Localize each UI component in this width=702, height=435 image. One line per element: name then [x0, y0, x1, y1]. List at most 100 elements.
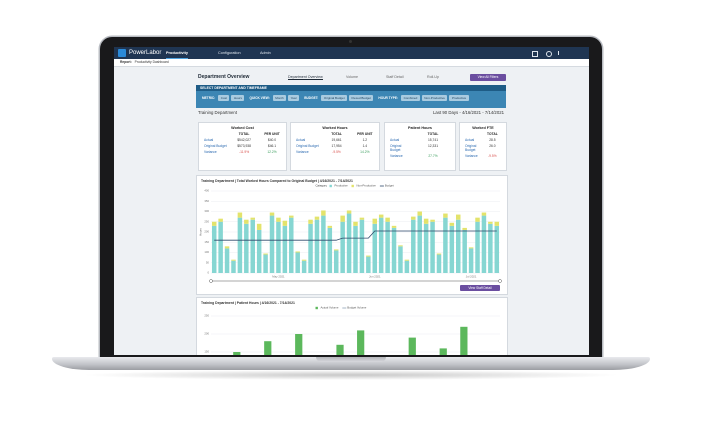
card-row: Actual $542,027 $40.0: [199, 138, 286, 142]
card-header-row: TOTAL: [460, 132, 506, 136]
bar: [244, 219, 249, 224]
bar: [378, 217, 384, 273]
slider-handle: [498, 279, 502, 283]
filter-row: METRIC: Cost Hours QUICK VIEW: Month Year BUDG…: [196, 91, 506, 105]
bar: [481, 212, 487, 216]
filter-label: METRIC:: [202, 96, 216, 101]
bar: [256, 229, 262, 273]
bar: [276, 217, 281, 222]
filter-option[interactable]: Original Budget: [321, 95, 348, 102]
laptop-base: [52, 357, 650, 370]
card-header-row: TOTAL PER UNIT: [199, 132, 286, 136]
tab[interactable]: Volume: [346, 75, 358, 79]
filter-panel: SELECT DEPARTMENT AND TIMEFRAME METRIC: C…: [196, 85, 506, 108]
bar: [336, 344, 344, 355]
worked-hours-card: Training Department | Total Worked Hours…: [196, 175, 508, 295]
legend-label: Budget Volume: [347, 306, 366, 310]
bar: [488, 223, 493, 273]
tab[interactable]: Department Overview: [288, 75, 323, 80]
bar: [430, 221, 435, 273]
row-label: Actual: [204, 138, 214, 142]
row-label: Original Budget: [390, 144, 402, 152]
bar: [481, 215, 487, 273]
bar: [224, 248, 230, 273]
bar: [295, 334, 303, 355]
card-row: Variance 27.7%: [385, 154, 455, 158]
bar: [237, 217, 243, 273]
logo[interactable]: [118, 49, 126, 57]
bar: [404, 260, 410, 273]
bar: [282, 225, 288, 273]
bar: [449, 222, 455, 226]
legend-label: Actual Volume: [321, 306, 339, 310]
cell-value: 17,954: [331, 144, 342, 148]
row-label: Variance: [204, 150, 217, 154]
tab[interactable]: Roll-Up: [427, 75, 439, 79]
department-name: Training Department: [198, 110, 238, 115]
report-select[interactable]: Productivity Dashboard: [134, 60, 169, 64]
legend-label: Non-Productive: [357, 184, 377, 188]
bar: [366, 256, 371, 273]
cell-value: 27.7%: [428, 154, 438, 158]
bar: [462, 227, 467, 230]
row-label: Actual: [296, 138, 306, 142]
filter-option[interactable]: Month: [272, 95, 287, 102]
cell-value: 1.4: [362, 144, 368, 148]
shadow: [80, 370, 622, 380]
bar: [439, 348, 447, 355]
column-header: PER UNIT: [264, 132, 280, 136]
tab[interactable]: Staff Detail: [386, 75, 404, 79]
bar: [398, 245, 403, 247]
slider-handle: [209, 279, 213, 283]
bar: [449, 225, 455, 273]
y-tick-label: 0: [207, 271, 209, 275]
card-title: Worked FTE: [472, 126, 494, 130]
bar: [494, 221, 500, 226]
bar: [295, 252, 300, 273]
filter-option[interactable]: Year: [288, 95, 300, 102]
nav-item[interactable]: Configuration: [218, 51, 241, 55]
filter-option[interactable]: Flexed Budget: [349, 95, 374, 102]
column-header: TOTAL: [331, 132, 342, 136]
menu-icon[interactable]: [558, 51, 559, 55]
nav-item[interactable]: Admin: [260, 51, 271, 55]
x-tick-label: Jun 2021: [369, 275, 381, 279]
bar: [276, 221, 281, 273]
bar: [408, 337, 416, 355]
help-icon[interactable]: [546, 51, 552, 57]
bar: [211, 221, 217, 226]
filter-option[interactable]: Hours: [231, 95, 245, 102]
bar: [269, 212, 275, 216]
cell-value: 14.2%: [360, 150, 370, 154]
bar: [233, 352, 241, 355]
bar: [211, 225, 217, 273]
summary-card: Patient Hours TOTAL Actual 15,741 Original B…: [384, 122, 456, 171]
view-staff-detail-button[interactable]: View Staff Detail: [460, 285, 500, 291]
filter-option[interactable]: Cost: [218, 95, 230, 102]
icon[interactable]: [532, 51, 538, 57]
view-all-filters-button[interactable]: View All Filters: [470, 74, 506, 81]
x-tick-label: May 2021: [272, 275, 285, 279]
bar: [372, 218, 378, 224]
bar: [417, 211, 422, 216]
bar: [295, 251, 300, 253]
bar: [468, 247, 474, 249]
bar: [340, 221, 345, 273]
filter-option[interactable]: Non-Productive: [421, 95, 448, 102]
legend-title: Category: [316, 184, 328, 188]
filter-option[interactable]: Combined: [401, 95, 420, 102]
cell-value: $40.0: [267, 138, 277, 142]
column-header: PER UNIT: [357, 132, 373, 136]
bar: [321, 215, 326, 273]
row-label: Original Budget: [204, 144, 227, 148]
page-title: Department Overview: [198, 74, 250, 80]
y-tick-label: 250: [204, 314, 209, 318]
cell-value: $573,938: [237, 144, 251, 148]
bar: [353, 225, 358, 273]
filter-option[interactable]: Productive: [449, 95, 469, 102]
bar: [244, 223, 249, 273]
brand[interactable]: PowerLabor: [129, 50, 162, 56]
nav-item[interactable]: Productivity: [166, 47, 188, 59]
y-tick-label: 150: [204, 350, 209, 354]
bar: [263, 253, 268, 255]
